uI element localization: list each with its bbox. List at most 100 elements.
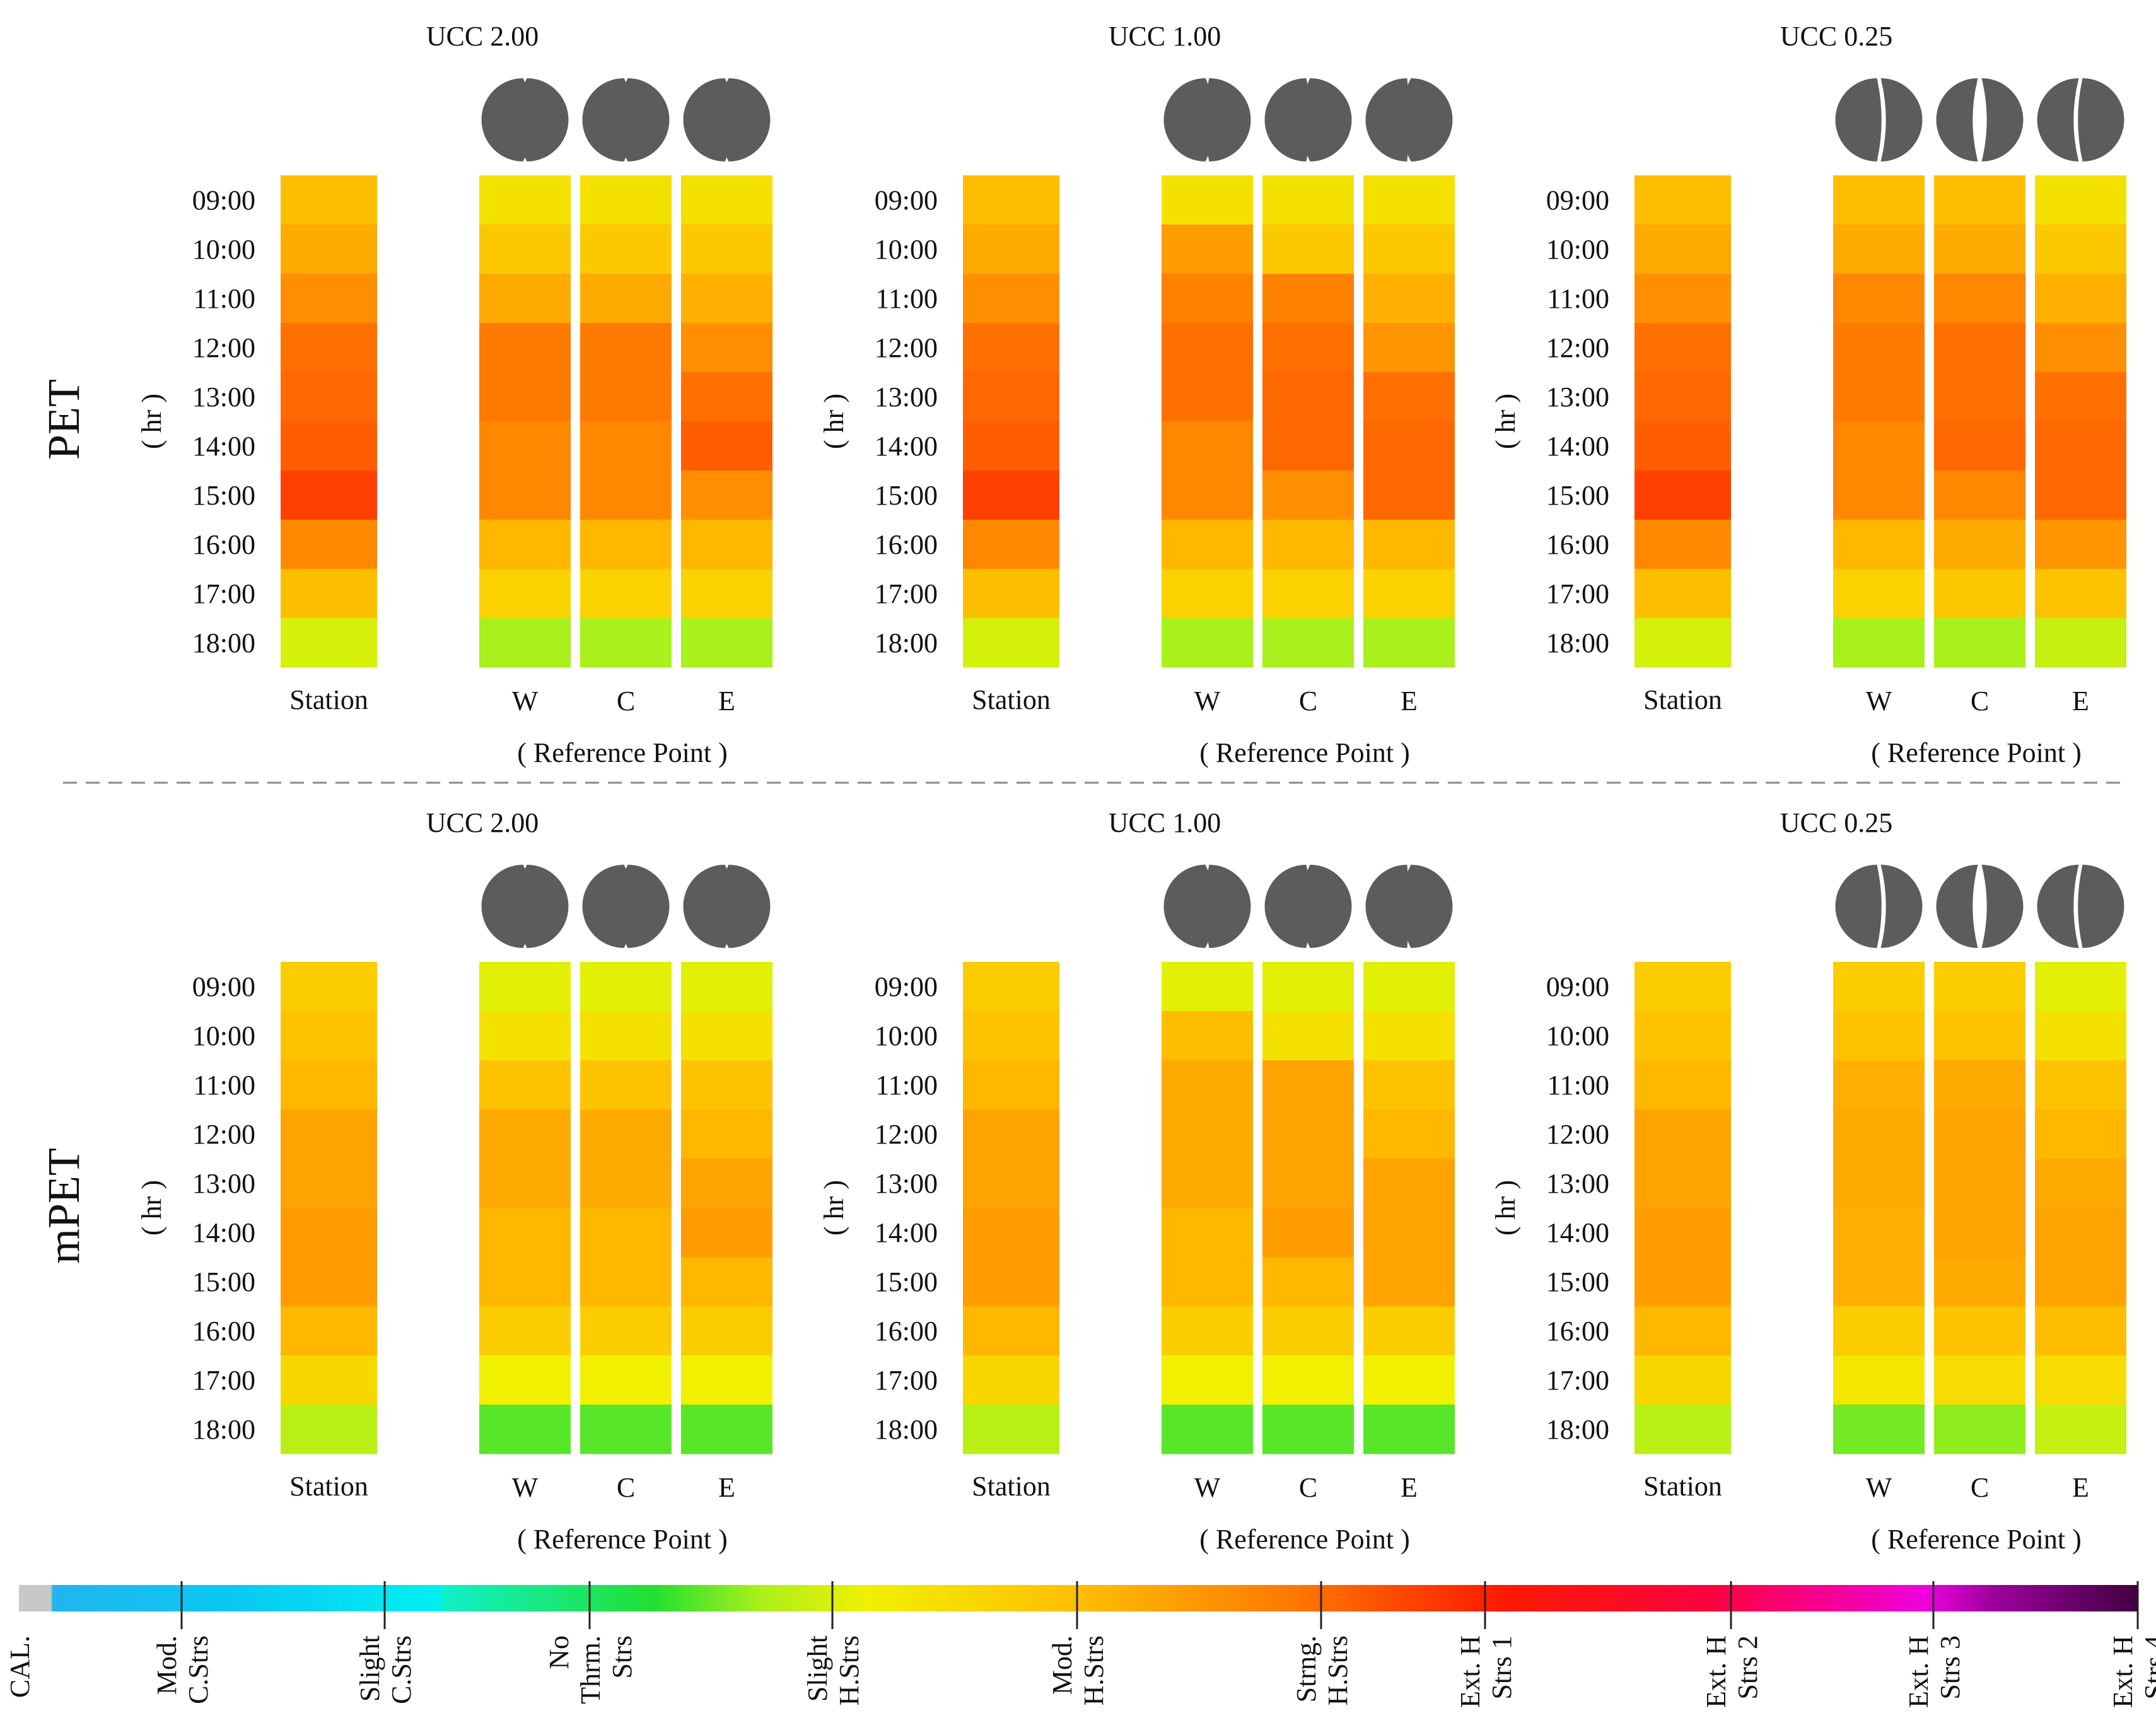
reference-cell bbox=[1262, 1011, 1354, 1061]
reference-cell bbox=[580, 1208, 672, 1258]
hour-tick-label: 12:00 bbox=[875, 332, 938, 363]
reference-cell bbox=[2035, 1405, 2126, 1454]
reference-cell bbox=[1833, 618, 1925, 668]
hour-tick-label: 14:00 bbox=[192, 431, 255, 462]
reference-cell bbox=[2035, 962, 2126, 1012]
hour-tick-label: 12:00 bbox=[1546, 1119, 1609, 1150]
colorbar-category-label: SlightH.Strs bbox=[802, 1635, 865, 1705]
reference-cell bbox=[1363, 372, 1455, 422]
hour-tick-label: 14:00 bbox=[875, 1217, 938, 1248]
hour-tick-label: 16:00 bbox=[192, 529, 255, 560]
reference-cell bbox=[580, 225, 672, 274]
reference-cell bbox=[1363, 323, 1455, 373]
station-cell bbox=[1634, 421, 1731, 471]
reference-cell bbox=[1162, 1060, 1253, 1110]
station-cell bbox=[1634, 569, 1731, 619]
colorbar-label-line: C.Strs bbox=[183, 1635, 214, 1704]
panel-title: UCC 0.25 bbox=[1780, 21, 1892, 52]
reference-cell bbox=[1162, 372, 1253, 422]
station-cell bbox=[1634, 1208, 1731, 1258]
hour-tick-label: 09:00 bbox=[192, 185, 255, 216]
reference-column-c bbox=[1934, 175, 2025, 668]
heatmap-rows: PET UCC 2.00 ( hr ) 09:00 10:00 11:00 12:00 13:… bbox=[38, 21, 2126, 1555]
canyon-geometry-icon bbox=[1936, 78, 2024, 161]
reference-cell bbox=[479, 962, 571, 1012]
reference-cell bbox=[2035, 1109, 2126, 1159]
canyon-geometry-icon bbox=[1163, 78, 1251, 161]
station-cell bbox=[1634, 1257, 1731, 1307]
reference-cell bbox=[479, 618, 571, 668]
reference-cell bbox=[479, 1405, 571, 1454]
reference-cell bbox=[1162, 1306, 1253, 1356]
canyon-right-icon bbox=[1400, 865, 1453, 948]
panel-ucc-0-25: UCC 0.25 ( hr ) 09:00 10:00 11:00 12:00 13:00 1… bbox=[1490, 21, 2126, 768]
reference-point-label: W bbox=[1866, 686, 1892, 716]
colorbar-label-line: Thrm. bbox=[575, 1635, 606, 1704]
reference-cell bbox=[479, 520, 571, 570]
canyon-left-icon bbox=[1936, 865, 1978, 948]
colorbar-label-line: No bbox=[544, 1635, 574, 1669]
reference-cell bbox=[1363, 175, 1455, 225]
reference-cell bbox=[1162, 1257, 1253, 1307]
hour-tick-label: 13:00 bbox=[875, 1168, 938, 1199]
station-cell bbox=[1634, 1355, 1731, 1405]
canyon-left-icon bbox=[1163, 78, 1216, 161]
canyon-geometry-icon bbox=[1936, 865, 2024, 948]
reference-point-label: W bbox=[1866, 1472, 1892, 1503]
canyon-right-icon bbox=[1981, 865, 2024, 948]
hour-tick-label: 17:00 bbox=[875, 1365, 938, 1396]
panel-ucc-2-00: UCC 2.00 ( hr ) 09:00 10:00 11:00 12:00 13:00 1… bbox=[136, 21, 772, 768]
reference-cell bbox=[1934, 1109, 2025, 1159]
reference-column-e bbox=[1363, 962, 1455, 1454]
canyon-right-icon bbox=[617, 865, 670, 948]
hour-tick-label: 12:00 bbox=[192, 1119, 255, 1150]
reference-cell bbox=[1262, 225, 1354, 274]
reference-point-label: C bbox=[1971, 1472, 1989, 1503]
station-cell bbox=[963, 1109, 1059, 1159]
reference-cell bbox=[1833, 569, 1925, 619]
reference-cell bbox=[479, 323, 571, 373]
hour-tick-label: 10:00 bbox=[1546, 234, 1609, 265]
reference-cell bbox=[479, 1159, 571, 1208]
station-cell bbox=[281, 520, 377, 570]
reference-cell bbox=[479, 1109, 571, 1159]
hour-tick-label: 09:00 bbox=[1546, 971, 1609, 1002]
hour-tick-label: 12:00 bbox=[192, 332, 255, 363]
station-cell bbox=[963, 1060, 1059, 1110]
reference-cell bbox=[1934, 1306, 2025, 1356]
row-mpet: mPET UCC 2.00 ( hr ) 09:00 10:00 11:00 12:00 13… bbox=[38, 807, 2126, 1555]
station-cell bbox=[963, 962, 1059, 1012]
station-cell bbox=[281, 618, 377, 668]
hour-tick-label: 15:00 bbox=[192, 1266, 255, 1297]
hour-tick-label: 13:00 bbox=[875, 382, 938, 412]
reference-cell bbox=[580, 569, 672, 619]
station-cell bbox=[963, 175, 1059, 225]
hour-tick-label: 17:00 bbox=[1546, 578, 1609, 609]
reference-column-w bbox=[1833, 962, 1925, 1454]
canyon-geometry-icon bbox=[481, 865, 569, 948]
reference-cell bbox=[2035, 225, 2126, 274]
reference-cell bbox=[580, 1257, 672, 1307]
reference-cell bbox=[1363, 274, 1455, 324]
station-cell bbox=[281, 1306, 377, 1356]
reference-cell bbox=[1363, 1159, 1455, 1208]
reference-cell bbox=[1162, 618, 1253, 668]
colorbar-label-line: Strs bbox=[607, 1635, 638, 1678]
reference-cell bbox=[1934, 1159, 2025, 1208]
hour-axis-label: ( hr ) bbox=[819, 394, 849, 449]
hour-tick-label: 18:00 bbox=[875, 628, 938, 658]
station-cell bbox=[963, 274, 1059, 324]
reference-cell bbox=[1262, 421, 1354, 471]
hour-tick-label: 10:00 bbox=[875, 1020, 938, 1051]
panel-ucc-2-00: UCC 2.00 ( hr ) 09:00 10:00 11:00 12:00 13:00 1… bbox=[136, 807, 772, 1555]
reference-cell bbox=[681, 175, 772, 225]
colorbar-category-label: Ext. HStrs 2 bbox=[1701, 1635, 1763, 1708]
reference-cell bbox=[681, 1257, 772, 1307]
reference-cell bbox=[1934, 618, 2025, 668]
station-cell bbox=[281, 1208, 377, 1258]
station-cell bbox=[281, 569, 377, 619]
station-cell bbox=[281, 323, 377, 373]
reference-point-axis-label: ( Reference Point ) bbox=[1199, 737, 1410, 768]
station-label: Station bbox=[1643, 684, 1722, 715]
hour-tick-label: 13:00 bbox=[192, 1168, 255, 1199]
